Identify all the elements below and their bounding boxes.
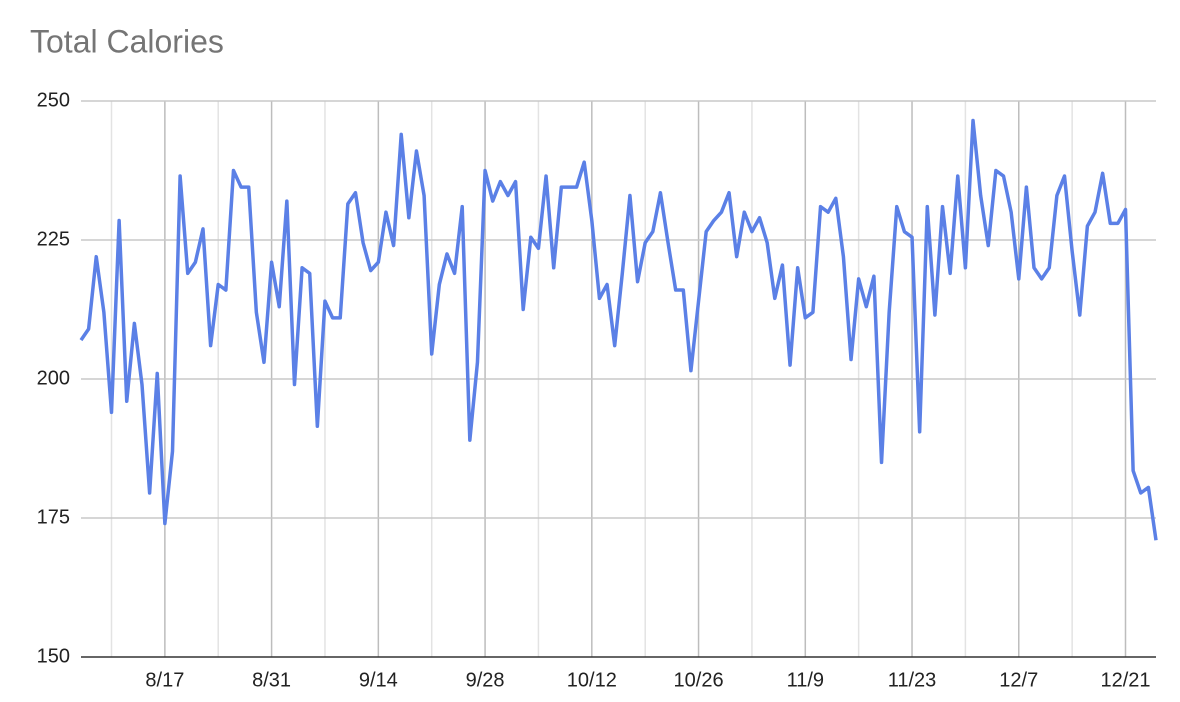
x-tick-label: 9/14	[359, 669, 398, 691]
x-tick-label: 12/7	[999, 669, 1038, 691]
x-tick-label: 12/21	[1100, 669, 1150, 691]
y-tick-label: 175	[37, 506, 70, 528]
y-tick-label: 150	[37, 645, 70, 667]
x-tick-label: 11/23	[888, 669, 937, 691]
y-tick-label: 250	[37, 89, 70, 111]
x-tick-label: 10/26	[674, 669, 724, 691]
y-tick-label: 225	[37, 228, 70, 250]
x-tick-label: 8/17	[145, 669, 184, 691]
x-tick-label: 11/9	[787, 669, 824, 691]
x-tick-label: 9/28	[466, 669, 505, 691]
y-tick-label: 200	[37, 367, 70, 389]
chart-title: Total Calories	[30, 23, 224, 59]
x-tick-label: 8/31	[252, 669, 291, 691]
data-line	[79, 118, 1158, 541]
x-tick-label: 10/12	[567, 669, 617, 691]
